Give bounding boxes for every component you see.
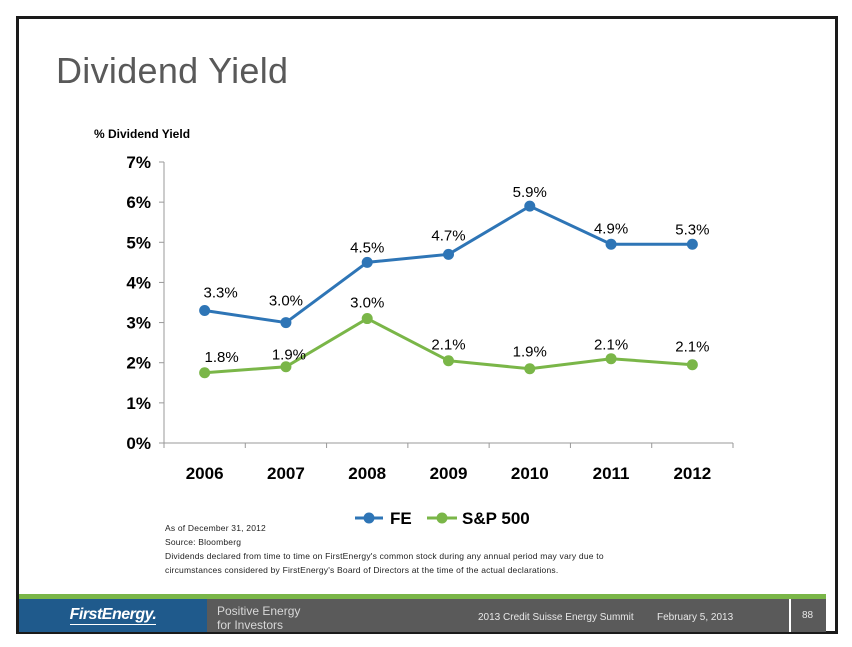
data-point <box>686 238 698 250</box>
data-point <box>361 256 373 268</box>
data-label: 2.1% <box>431 337 465 354</box>
data-label: 2.1% <box>675 339 709 356</box>
page-number-box <box>789 599 826 632</box>
note-source: Source: Bloomberg <box>165 537 242 547</box>
data-label: 4.9% <box>594 220 628 237</box>
logo-text: FirstEnergy. <box>69 606 157 625</box>
y-tick-label: 3% <box>126 314 151 333</box>
x-tick-label: 2011 <box>593 464 630 483</box>
x-tick-label: 2007 <box>267 464 305 483</box>
x-tick-label: 2012 <box>673 464 711 483</box>
slide-title: Dividend Yield <box>56 50 289 91</box>
firstenergy-logo: FirstEnergy. <box>19 599 207 632</box>
data-point <box>280 317 292 329</box>
y-tick-label: 6% <box>126 193 151 212</box>
legend-label-fe: FE <box>390 509 412 528</box>
data-point <box>605 238 617 250</box>
y-tick-label: 4% <box>126 273 151 292</box>
note-disclaimer-line-1: Dividends declared from time to time on … <box>165 551 604 561</box>
data-point <box>686 359 698 371</box>
data-point <box>443 248 454 260</box>
footer-tagline-1: Positive Energy <box>217 604 301 618</box>
footer-tagline-2: for Investors <box>217 618 284 632</box>
data-point <box>280 361 292 373</box>
legend-marker-sp500 <box>436 512 448 524</box>
data-label: 3.3% <box>204 285 238 302</box>
data-label: 4.7% <box>431 227 465 244</box>
data-label: 1.9% <box>272 347 306 364</box>
data-point <box>605 353 617 365</box>
y-tick-label: 7% <box>126 153 151 172</box>
data-label: 1.8% <box>205 349 239 366</box>
note-as-of: As of December 31, 2012 <box>165 523 266 533</box>
page-number: 88 <box>801 610 814 621</box>
data-label: 3.0% <box>350 295 384 312</box>
data-label: 3.0% <box>269 293 303 310</box>
chart-notes: As of December 31, 2012 Source: Bloomber… <box>165 521 604 577</box>
x-tick-label: 2009 <box>430 464 468 483</box>
data-label: 1.9% <box>513 344 547 361</box>
x-tick-label: 2010 <box>511 464 549 483</box>
data-point <box>199 305 211 317</box>
footer-date: February 5, 2013 <box>657 612 734 623</box>
footer-accent-stripe <box>19 594 826 599</box>
footer-event-name: 2013 Credit Suisse Energy Summit <box>478 612 634 623</box>
y-tick-label: 0% <box>126 434 151 453</box>
data-point <box>199 367 211 379</box>
y-axis-label: % Dividend Yield <box>94 127 191 141</box>
y-tick-label: 1% <box>126 394 151 413</box>
y-tick-label: 2% <box>126 354 151 373</box>
data-label: 4.5% <box>350 239 384 256</box>
x-tick-label: 2006 <box>186 464 224 483</box>
data-label: 5.3% <box>675 221 709 238</box>
slide-frame <box>16 16 838 634</box>
data-point <box>524 363 536 375</box>
data-point <box>524 200 536 212</box>
x-tick-label: 2008 <box>348 464 386 483</box>
legend-label-sp500: S&P 500 <box>462 509 530 528</box>
y-tick-label: 5% <box>126 233 151 252</box>
data-point <box>361 313 373 325</box>
data-label: 2.1% <box>594 337 628 354</box>
data-point <box>443 355 454 367</box>
data-label: 5.9% <box>513 184 547 201</box>
note-disclaimer-line-2: circumstances considered by FirstEnergy'… <box>165 565 559 575</box>
legend-marker-fe <box>363 512 375 524</box>
